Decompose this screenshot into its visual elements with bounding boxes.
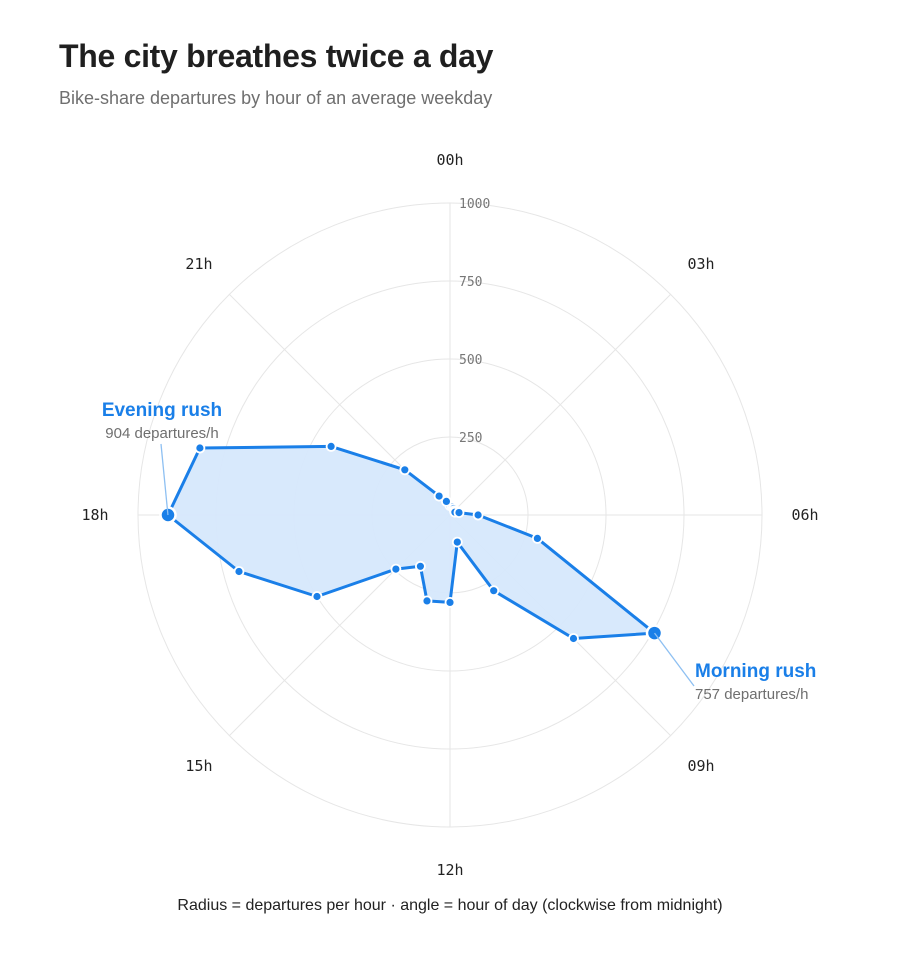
series-departures	[159, 440, 664, 644]
data-point	[390, 563, 402, 575]
chart-caption: Radius = departures per hour · angle = h…	[177, 897, 723, 914]
hour-label-21h: 21h	[185, 255, 212, 273]
hour-label-18h: 18h	[81, 506, 108, 524]
data-point	[453, 507, 465, 518]
peak-point	[645, 624, 664, 642]
annotation-morning-value: 757 departures/h	[695, 686, 808, 703]
data-point	[399, 464, 411, 476]
data-point	[433, 490, 445, 502]
peak-point	[159, 506, 177, 524]
annotation-evening-value: 904 departures/h	[105, 425, 218, 442]
radial-tick-label: 500	[459, 353, 482, 368]
annotation-leader-morning	[654, 632, 695, 687]
hour-label-00h: 00h	[436, 151, 463, 169]
radial-tick-label: 1000	[459, 197, 490, 212]
data-point	[311, 591, 323, 602]
chart-subtitle: Bike-share departures by hour of an aver…	[59, 88, 493, 108]
data-point	[532, 533, 543, 544]
annotation-evening-title: Evening rush	[102, 400, 222, 421]
data-point	[488, 585, 500, 597]
hour-label-12h: 12h	[436, 861, 463, 879]
radial-tick-labels: 250 500 750 1000	[459, 197, 490, 446]
data-point	[472, 509, 484, 521]
annotations: Morning rush 757 departures/h Evening rush…	[102, 400, 817, 703]
hour-label-03h: 03h	[687, 255, 714, 273]
data-point	[414, 560, 426, 572]
grid-spoke-3	[449, 294, 671, 516]
series-area	[168, 446, 655, 639]
annotation-morning-title: Morning rush	[695, 661, 816, 682]
hour-label-15h: 15h	[185, 757, 212, 775]
data-point	[325, 440, 337, 452]
annotation-leader-evening	[160, 443, 169, 516]
data-point	[233, 566, 245, 577]
radial-tick-label: 250	[459, 431, 482, 446]
angular-tick-labels: 00h 03h 06h 09h 12h 15h 18h 21h	[81, 151, 818, 879]
data-point	[451, 536, 463, 548]
chart-title: The city breathes twice a day	[59, 38, 494, 74]
data-point	[444, 597, 456, 608]
data-point	[421, 595, 433, 607]
data-point	[194, 442, 206, 454]
radial-tick-label: 750	[459, 275, 482, 290]
hour-label-06h: 06h	[791, 506, 818, 524]
data-point	[568, 633, 579, 644]
hour-label-09h: 09h	[687, 757, 714, 775]
data-point	[440, 495, 452, 507]
